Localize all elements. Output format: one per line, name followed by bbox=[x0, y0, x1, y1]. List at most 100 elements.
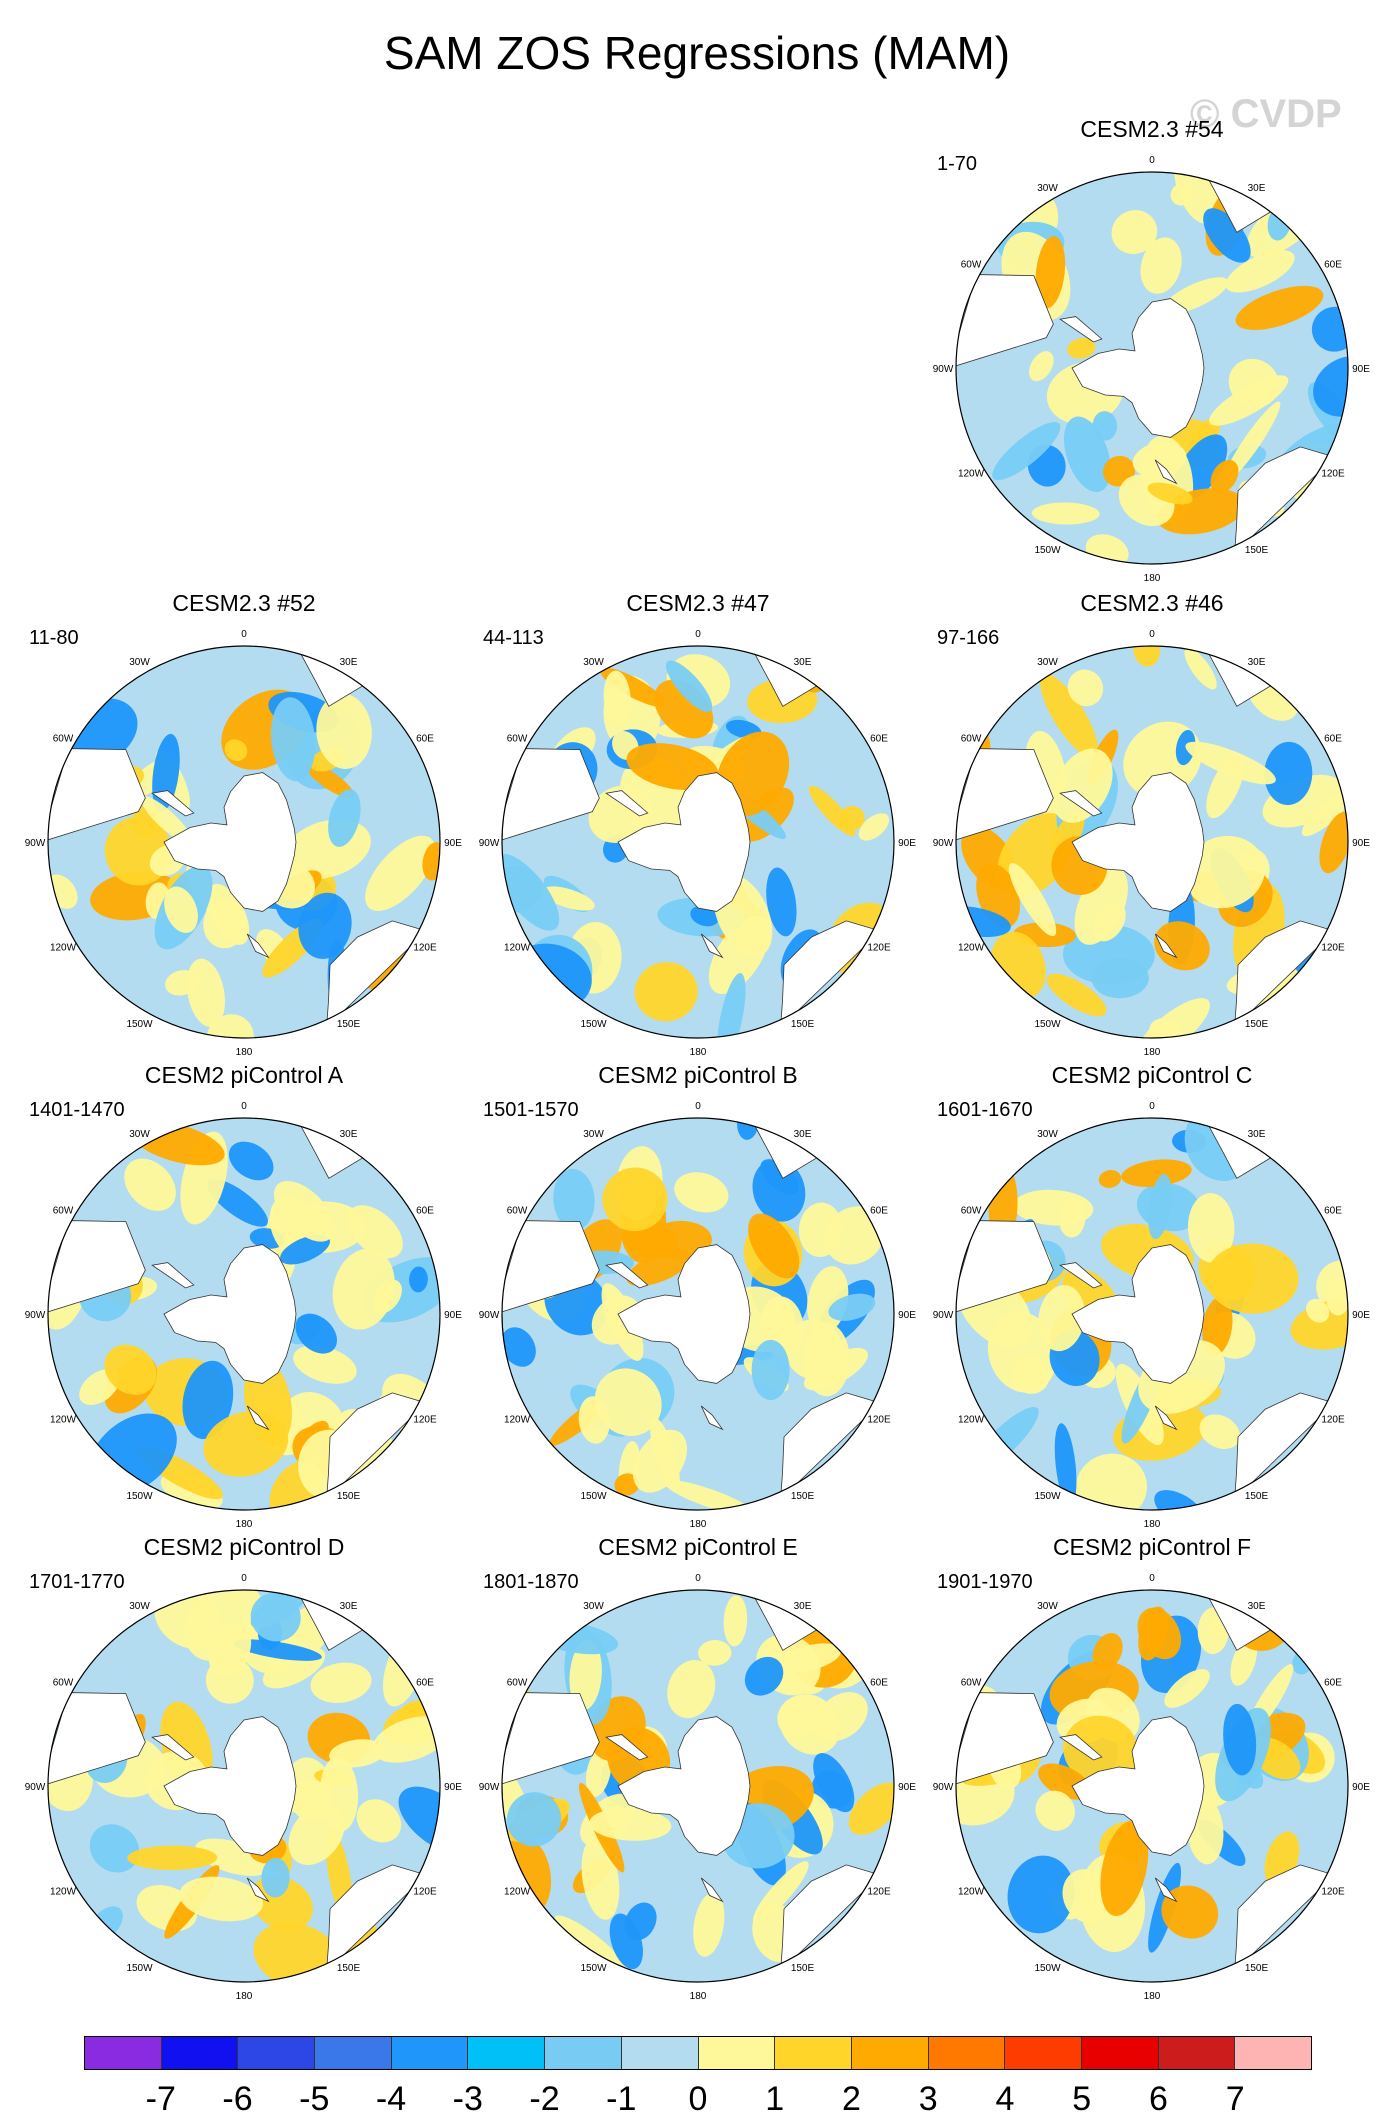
longitude-label: 120W bbox=[504, 943, 531, 954]
longitude-label: 90E bbox=[1352, 364, 1370, 375]
longitude-label: 60W bbox=[961, 1678, 982, 1689]
longitude-label: 150E bbox=[791, 1491, 815, 1502]
longitude-label: 150W bbox=[580, 1963, 607, 1974]
longitude-label: 120E bbox=[1321, 1415, 1345, 1426]
polar-map: 0 30E 60E 90E 120E 150E 180 150W 120W 90W 60W 30W bbox=[933, 629, 1371, 1058]
colorbar-tick-label: 7 bbox=[1225, 2080, 1245, 2118]
polar-map: 0 30E 60E 90E 120E 150E 180 150W 120W 90W 60W 30W bbox=[479, 1573, 917, 2002]
panel-years: 44-113 bbox=[483, 627, 544, 649]
longitude-label: 90W bbox=[479, 1782, 500, 1793]
panel-title: CESM2.3 #47 bbox=[626, 590, 770, 616]
longitude-label: 30E bbox=[1248, 1129, 1266, 1140]
longitude-label: 150W bbox=[580, 1491, 607, 1502]
longitude-label: 180 bbox=[1144, 573, 1161, 584]
colorbar-swatch bbox=[698, 2037, 776, 2069]
longitude-label: 30E bbox=[340, 1601, 358, 1612]
polar-map: 0 30E 60E 90E 120E 150E 180 150W 120W 90W 60W 30W bbox=[479, 629, 917, 1058]
longitude-label: 120E bbox=[867, 1415, 891, 1426]
colorbar-swatch bbox=[391, 2037, 469, 2069]
longitude-label: 90W bbox=[25, 1782, 46, 1793]
longitude-label: 60E bbox=[1324, 1206, 1342, 1217]
longitude-label: 60W bbox=[53, 1206, 74, 1217]
colorbar-swatch bbox=[775, 2037, 852, 2069]
colorbar-tick-label: 0 bbox=[688, 2080, 708, 2118]
longitude-label: 90W bbox=[933, 1310, 954, 1321]
longitude-label: 120E bbox=[413, 1415, 437, 1426]
polar-map: 0 30E 60E 90E 120E 150E 180 150W 120W 90W 60W 30W bbox=[933, 1101, 1371, 1530]
longitude-label: 150W bbox=[126, 1963, 153, 1974]
colorbar-tick-label: -4 bbox=[375, 2080, 407, 2118]
longitude-label: 120E bbox=[413, 1887, 437, 1898]
map-panel-cesm23-46: CESM2.3 #46 97-166 0 30E 60E 90E 120E 150E 180… bbox=[922, 590, 1382, 1060]
longitude-label: 30E bbox=[1248, 183, 1266, 194]
colorbar-tick-label: -6 bbox=[222, 2080, 253, 2118]
panel-years: 97-166 bbox=[937, 627, 1000, 649]
panel-title: CESM2 piControl F bbox=[1052, 1534, 1252, 1560]
colorbar-tick-label: -5 bbox=[299, 2080, 330, 2118]
longitude-label: 180 bbox=[690, 1519, 707, 1530]
longitude-label: 120W bbox=[50, 943, 77, 954]
longitude-label: 0 bbox=[1149, 1573, 1155, 1584]
panel-title: CESM2 piControl C bbox=[1051, 1062, 1253, 1088]
longitude-label: 120E bbox=[867, 1887, 891, 1898]
longitude-label: 150W bbox=[1034, 1491, 1061, 1502]
map-panel-picontrol-a: CESM2 piControl A 1401-1470 0 30E 60E 90E 12… bbox=[14, 1062, 474, 1532]
longitude-label: 150E bbox=[337, 1019, 361, 1030]
colorbar-tick-label: 2 bbox=[842, 2080, 861, 2118]
longitude-label: 180 bbox=[690, 1991, 707, 2002]
longitude-label: 30W bbox=[129, 1601, 150, 1612]
panel-years: 1801-1870 bbox=[483, 1571, 579, 1593]
longitude-label: 90W bbox=[479, 1310, 500, 1321]
longitude-label: 150E bbox=[791, 1963, 815, 1974]
longitude-label: 90W bbox=[25, 838, 46, 849]
colorbar-ticks: -7 -6 -5 -4 -3 -2 -1 0 1 2 3 4 5 6 7 bbox=[84, 2080, 1312, 2118]
colorbar-swatch bbox=[621, 2037, 699, 2069]
longitude-label: 120W bbox=[958, 469, 985, 480]
colorbar-tick-label: -3 bbox=[452, 2080, 483, 2118]
longitude-label: 90E bbox=[444, 838, 462, 849]
longitude-label: 120W bbox=[958, 943, 985, 954]
longitude-label: 150E bbox=[1245, 1963, 1269, 1974]
polar-map: 0 30E 60E 90E 120E 150E 180 150W 120W 90W 60W 30W bbox=[479, 1101, 917, 1530]
longitude-label: 120W bbox=[958, 1415, 985, 1426]
colorbar-swatch bbox=[928, 2037, 1006, 2069]
longitude-label: 30W bbox=[129, 657, 150, 668]
polar-map: 0 30E 60E 90E 120E 150E 180 150W 120W 90W 60W 30W bbox=[933, 1573, 1371, 2002]
colorbar: -7 -6 -5 -4 -3 -2 -1 0 1 2 3 4 5 6 7 bbox=[84, 2036, 1312, 2118]
longitude-label: 150E bbox=[1245, 1491, 1269, 1502]
panel-title: CESM2 piControl A bbox=[144, 1062, 344, 1088]
longitude-label: 0 bbox=[695, 1573, 701, 1584]
longitude-label: 30E bbox=[794, 1129, 812, 1140]
longitude-label: 60E bbox=[416, 1678, 434, 1689]
polar-map: 0 30E 60E 90E 120E 150E 180 150W 120W 90W 60W 30W bbox=[25, 629, 463, 1058]
longitude-label: 90E bbox=[898, 838, 916, 849]
colorbar-swatch bbox=[1158, 2037, 1236, 2069]
longitude-label: 120W bbox=[504, 1887, 531, 1898]
colorbar-tick-label: 6 bbox=[1149, 2080, 1168, 2118]
longitude-label: 90E bbox=[444, 1782, 462, 1793]
panel-title: CESM2 piControl D bbox=[143, 1534, 345, 1560]
longitude-label: 120W bbox=[958, 1887, 985, 1898]
panel-years: 1601-1670 bbox=[937, 1099, 1033, 1121]
panel-title: CESM2.3 #54 bbox=[1080, 116, 1224, 142]
longitude-label: 0 bbox=[695, 1101, 701, 1112]
longitude-label: 90E bbox=[1352, 838, 1370, 849]
longitude-label: 0 bbox=[241, 1573, 247, 1584]
longitude-label: 60E bbox=[870, 734, 888, 745]
longitude-label: 60E bbox=[870, 1678, 888, 1689]
longitude-label: 180 bbox=[690, 1047, 707, 1058]
colorbar-swatch bbox=[1005, 2037, 1082, 2069]
panel-years: 1401-1470 bbox=[29, 1099, 125, 1121]
longitude-label: 150E bbox=[791, 1019, 815, 1030]
longitude-label: 150W bbox=[126, 1019, 153, 1030]
longitude-label: 30E bbox=[340, 657, 358, 668]
longitude-label: 60E bbox=[1324, 1678, 1342, 1689]
longitude-label: 60W bbox=[961, 734, 982, 745]
longitude-label: 90E bbox=[898, 1310, 916, 1321]
colorbar-cells bbox=[84, 2036, 1312, 2070]
longitude-label: 30W bbox=[1037, 1129, 1058, 1140]
longitude-label: 0 bbox=[1149, 155, 1155, 166]
longitude-label: 60W bbox=[961, 1206, 982, 1217]
longitude-label: 120W bbox=[50, 1887, 77, 1898]
longitude-label: 180 bbox=[236, 1047, 253, 1058]
